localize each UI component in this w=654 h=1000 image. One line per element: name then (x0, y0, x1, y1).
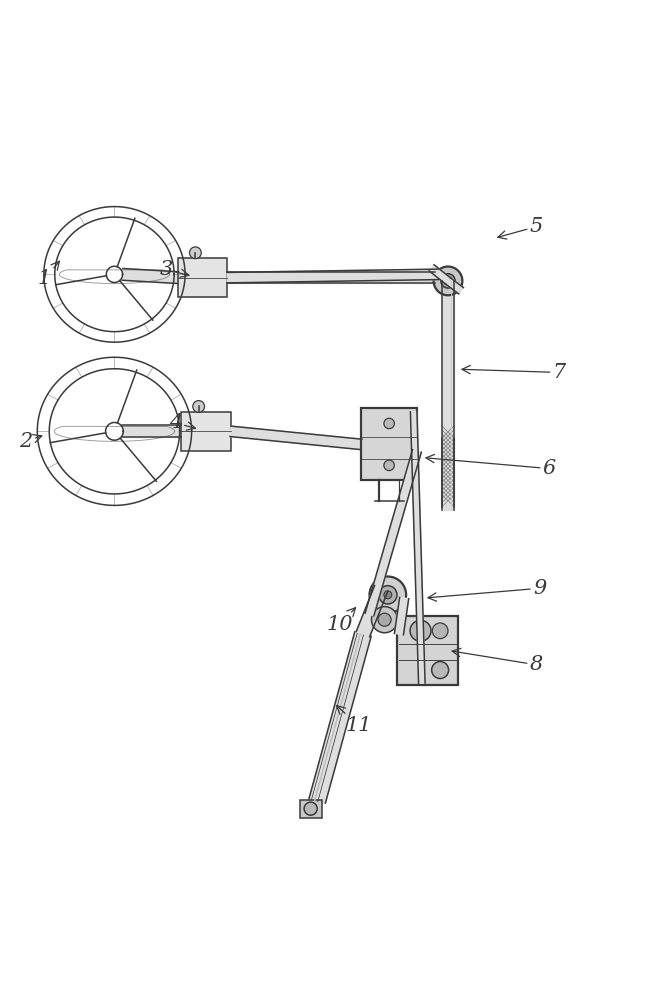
Circle shape (384, 460, 394, 471)
Polygon shape (445, 278, 464, 294)
Circle shape (378, 613, 391, 626)
Polygon shape (442, 438, 454, 507)
Circle shape (193, 401, 205, 412)
Polygon shape (122, 268, 179, 284)
Text: 5: 5 (498, 217, 543, 239)
Text: 7: 7 (462, 363, 566, 382)
Polygon shape (228, 272, 435, 283)
Circle shape (371, 607, 398, 633)
Polygon shape (356, 586, 388, 637)
FancyBboxPatch shape (182, 412, 231, 451)
Circle shape (384, 591, 392, 599)
Polygon shape (394, 597, 409, 635)
Text: 11: 11 (337, 706, 371, 735)
FancyBboxPatch shape (178, 258, 228, 297)
Text: 8: 8 (452, 648, 543, 674)
Circle shape (384, 418, 394, 429)
Polygon shape (311, 633, 364, 802)
Text: 1: 1 (38, 261, 60, 288)
Polygon shape (227, 269, 438, 283)
Circle shape (410, 620, 431, 641)
Text: 6: 6 (426, 454, 556, 478)
Circle shape (190, 247, 201, 259)
Polygon shape (411, 412, 425, 683)
FancyBboxPatch shape (397, 616, 458, 685)
Circle shape (434, 267, 462, 295)
Text: 3: 3 (160, 260, 189, 279)
Circle shape (379, 586, 397, 604)
Polygon shape (365, 450, 421, 616)
Circle shape (441, 274, 455, 288)
Circle shape (304, 802, 317, 815)
Circle shape (432, 623, 448, 639)
Polygon shape (309, 632, 371, 803)
Text: 10: 10 (327, 608, 356, 634)
Circle shape (432, 662, 449, 679)
Text: 4: 4 (169, 413, 196, 432)
Text: 2: 2 (20, 432, 42, 451)
Text: 9: 9 (428, 579, 546, 601)
Polygon shape (122, 425, 182, 437)
FancyBboxPatch shape (300, 800, 322, 818)
Polygon shape (442, 281, 454, 510)
FancyBboxPatch shape (361, 408, 417, 480)
Polygon shape (230, 426, 362, 450)
Circle shape (370, 577, 406, 613)
Polygon shape (429, 265, 451, 284)
